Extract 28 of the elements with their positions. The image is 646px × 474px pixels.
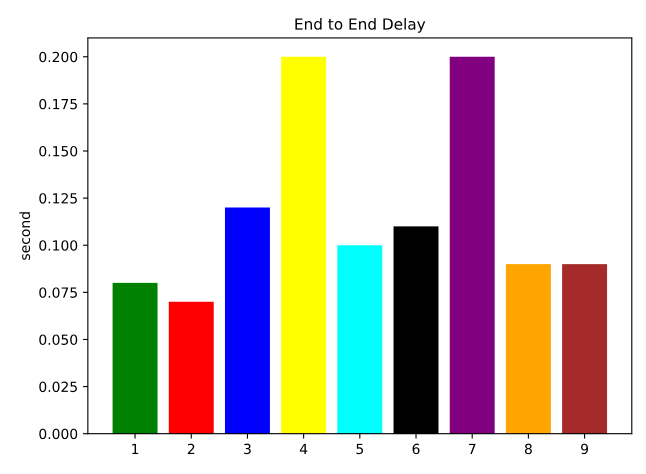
bar bbox=[506, 264, 551, 434]
x-tick-label: 4 bbox=[300, 444, 308, 454]
y-tick-label: 0.075 bbox=[39, 287, 77, 298]
bar bbox=[562, 264, 608, 434]
x-tick-label: 6 bbox=[412, 444, 420, 454]
x-tick-label: 7 bbox=[468, 444, 476, 454]
bar bbox=[224, 208, 270, 434]
y-tick-label: 0.175 bbox=[39, 98, 77, 110]
bar bbox=[281, 56, 326, 434]
y-tick-label: 0.025 bbox=[39, 382, 77, 392]
bar bbox=[112, 282, 158, 434]
y-axis-title: second bbox=[19, 212, 30, 260]
y-tick-label: 0.200 bbox=[39, 52, 78, 62]
x-tick-label: 1 bbox=[132, 444, 138, 454]
bar bbox=[337, 245, 382, 434]
x-tick-label: 8 bbox=[524, 444, 532, 454]
chart-title: End to End Delay bbox=[295, 18, 426, 33]
x-tick-label: 2 bbox=[188, 444, 194, 454]
y-tick-label: 0.000 bbox=[39, 428, 78, 440]
bar bbox=[450, 56, 495, 434]
x-tick-label: 9 bbox=[581, 444, 588, 454]
x-tick-label: 5 bbox=[356, 444, 364, 454]
y-tick-label: 0.100 bbox=[39, 240, 78, 251]
y-tick-label: 0.050 bbox=[39, 334, 78, 345]
y-tick-label: 0.125 bbox=[39, 193, 77, 204]
x-tick-label: 3 bbox=[244, 444, 251, 454]
bar bbox=[168, 302, 214, 434]
y-tick-label: 0.150 bbox=[39, 146, 78, 156]
